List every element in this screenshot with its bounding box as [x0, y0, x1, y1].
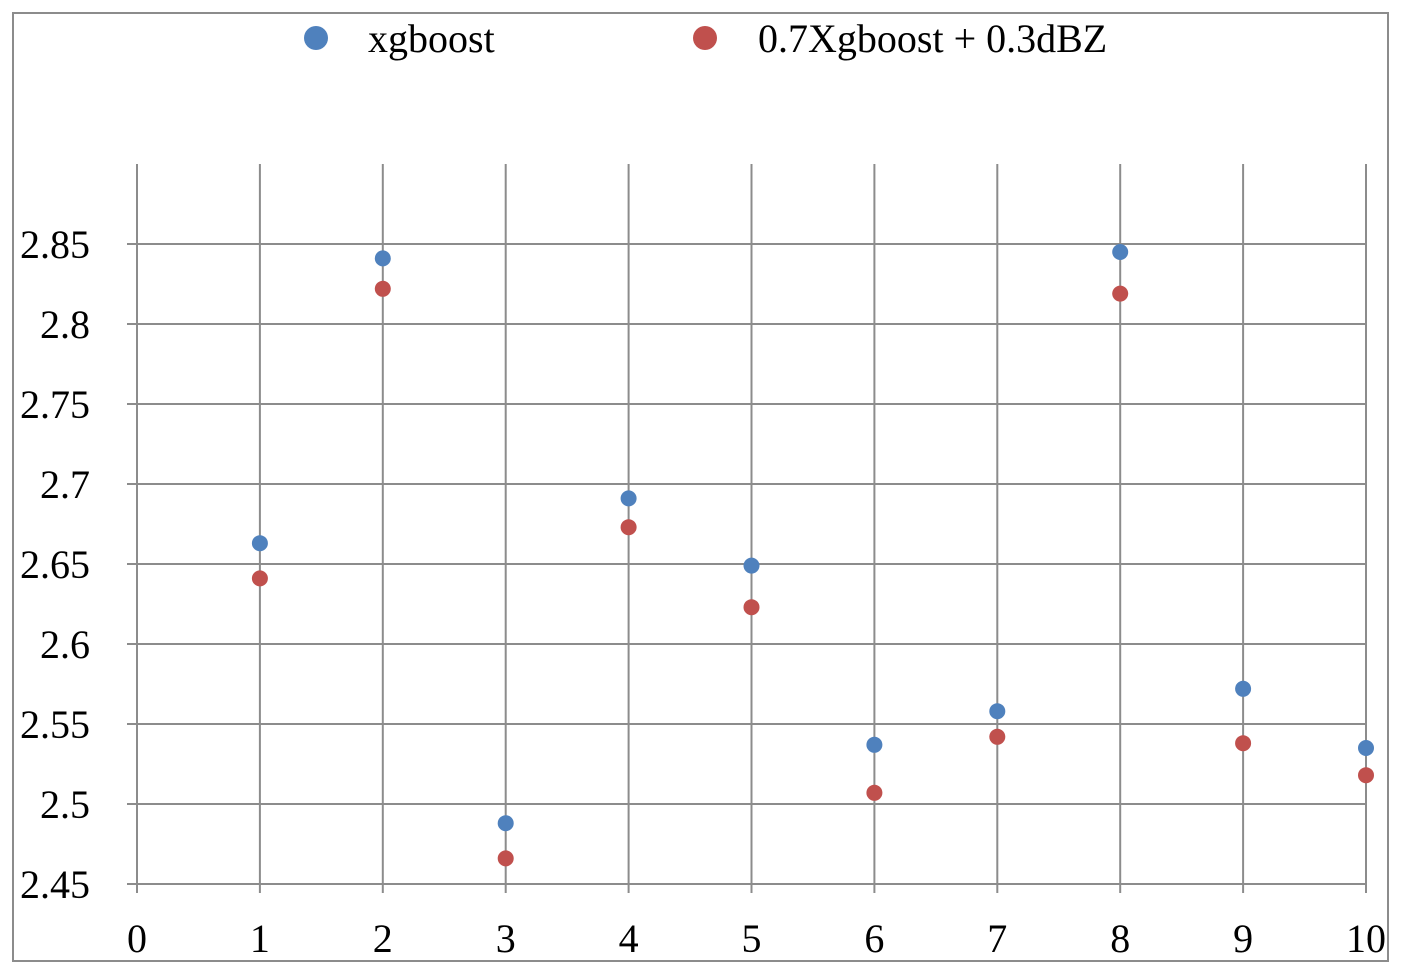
data-point-0-7xgboost-0-3dbz [497, 850, 514, 867]
data-point-xgboost [866, 736, 883, 753]
y-tick-label: 2.55 [20, 702, 90, 747]
x-tick-label: 8 [1110, 916, 1130, 961]
data-point-xgboost [497, 815, 514, 832]
data-point-0-7xgboost-0-3dbz [743, 599, 760, 616]
data-point-0-7xgboost-0-3dbz [1358, 767, 1374, 784]
y-tick-label: 2.7 [40, 462, 90, 507]
x-tick-label: 0 [127, 916, 147, 961]
data-points [251, 244, 1374, 867]
data-point-0-7xgboost-0-3dbz [866, 784, 883, 801]
data-point-xgboost [620, 490, 637, 507]
data-point-0-7xgboost-0-3dbz [620, 519, 637, 536]
x-tick-label: 10 [1346, 916, 1386, 961]
data-point-xgboost [1235, 680, 1252, 697]
y-tick-label: 2.8 [40, 302, 90, 347]
y-tick-label: 2.75 [20, 382, 90, 427]
data-point-xgboost [251, 535, 268, 552]
data-point-0-7xgboost-0-3dbz [1235, 735, 1252, 752]
data-point-xgboost [1112, 244, 1129, 260]
data-point-0-7xgboost-0-3dbz [1112, 285, 1129, 302]
data-point-xgboost [1358, 740, 1374, 756]
data-point-0-7xgboost-0-3dbz [251, 570, 268, 587]
legend-label: 0.7Xgboost + 0.3dBZ [758, 16, 1107, 61]
y-tick-label: 2.85 [20, 222, 90, 267]
y-tick-label: 2.65 [20, 542, 90, 587]
x-tick-label: 4 [619, 916, 639, 961]
data-point-xgboost [989, 703, 1006, 720]
x-tick-label: 6 [864, 916, 884, 961]
legend-marker [304, 26, 328, 50]
grid [127, 164, 1367, 893]
x-tick-label: 3 [496, 916, 516, 961]
y-tick-labels: 2.45 2.5 2.55 2.6 2.65 2.7 2.75 2.8 2.85 [20, 222, 90, 907]
x-tick-label: 7 [987, 916, 1007, 961]
legend-label: xgboost [368, 16, 495, 61]
y-tick-label: 2.5 [40, 782, 90, 827]
x-tick-label: 1 [250, 916, 270, 961]
chart-frame [12, 12, 1389, 962]
data-point-0-7xgboost-0-3dbz [374, 280, 391, 297]
axes [127, 164, 1366, 893]
x-tick-label: 9 [1233, 916, 1253, 961]
data-point-xgboost [374, 250, 391, 267]
x-tick-label: 2 [373, 916, 393, 961]
legend-marker [693, 26, 717, 50]
y-tick-label: 2.45 [20, 862, 90, 907]
y-tick-label: 2.6 [40, 622, 90, 667]
data-point-xgboost [743, 557, 760, 574]
legend: xgboost 0.7Xgboost + 0.3dBZ [304, 16, 1107, 61]
data-point-0-7xgboost-0-3dbz [989, 728, 1006, 745]
x-tick-labels: 0 1 2 3 4 5 6 7 8 9 10 [127, 916, 1386, 961]
x-tick-label: 5 [742, 916, 762, 961]
